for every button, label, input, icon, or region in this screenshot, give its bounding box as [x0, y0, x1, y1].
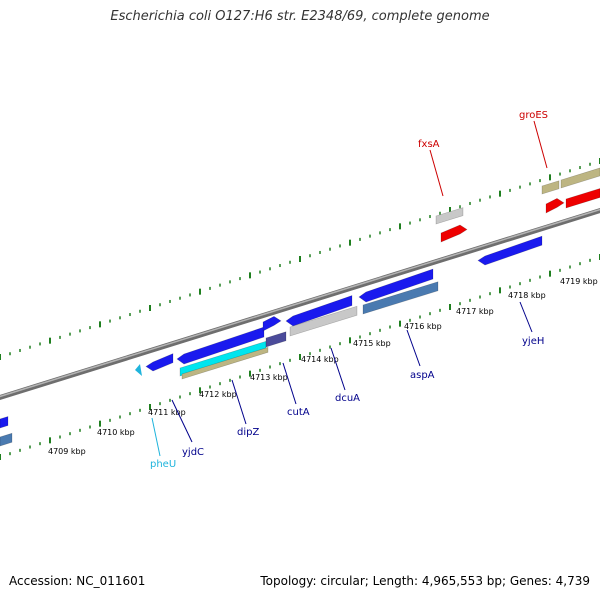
scale-label-4716: 4716 kbp: [404, 322, 442, 331]
gene-labels: pheU yjdC dipZ cutA dcuA aspA yjeH fxsA …: [150, 110, 548, 470]
connector-yjdC: [171, 399, 193, 443]
gene-label-dipZ[interactable]: dipZ: [237, 427, 259, 438]
gene-block-yjeH: [477, 235, 543, 266]
gene-label-cutA[interactable]: cutA: [287, 407, 310, 418]
gene-label-dcuA[interactable]: dcuA: [335, 393, 360, 404]
gene-block-groEL: [565, 188, 600, 209]
backbone-line: [0, 207, 600, 401]
feature-tan-groES: [541, 180, 560, 195]
gene-label-pheU[interactable]: pheU: [150, 459, 176, 470]
gene-label-aspA[interactable]: aspA: [410, 370, 435, 381]
connector-dipZ: [231, 379, 247, 425]
scale-label-4717: 4717 kbp: [456, 307, 494, 316]
scale-label-4719: 4719 kbp: [560, 277, 598, 286]
genome-backbone: [0, 207, 600, 401]
scale-label-4711: 4711 kbp: [148, 408, 186, 417]
label-connectors: [151, 120, 548, 457]
gene-block-dcuA: [285, 295, 353, 327]
scale-label-4718: 4718 kbp: [508, 291, 546, 300]
scale-label-4713: 4713 kbp: [250, 373, 288, 382]
scale-label-4710: 4710 kbp: [97, 428, 135, 437]
feature-pheU: [135, 364, 142, 376]
genome-summary-label: Topology: circular; Length: 4,965,553 bp…: [260, 574, 590, 588]
scale-label-4709: 4709 kbp: [48, 447, 86, 456]
connector-dcuA: [330, 347, 346, 391]
connector-yjeH: [519, 301, 533, 333]
connector-aspA: [406, 329, 421, 367]
connector-fxsA: [429, 149, 444, 197]
feature-steel-aspA: [362, 281, 439, 315]
connector-pheU: [151, 417, 161, 457]
feature-gray-fxsA: [435, 207, 464, 225]
connector-cutA: [282, 362, 297, 405]
gene-block-cutA-top: [262, 316, 282, 332]
scale-labels: 4709 kbp 4710 kbp 4711 kbp 4712 kbp 4713…: [48, 277, 598, 456]
gene-block-left-edge: [0, 416, 9, 429]
backbone-highlight: [0, 208, 600, 398]
gene-block-groES: [545, 198, 565, 214]
feature-steel-left-edge: [0, 432, 13, 447]
accession-label: Accession: NC_011601: [9, 574, 146, 588]
connector-groES: [533, 120, 548, 169]
scale-label-4712: 4712 kbp: [199, 390, 237, 399]
gene-block-dipZ: [176, 326, 265, 365]
feature-tan-groEL: [560, 167, 600, 189]
gene-block-aspA: [358, 268, 434, 303]
feature-gray-dcuA: [289, 305, 358, 337]
gene-label-yjdC[interactable]: yjdC: [182, 447, 204, 458]
gene-label-groES[interactable]: groES: [519, 110, 548, 121]
gene-block-fxsA: [440, 224, 468, 243]
map-title: Escherichia coli O127:H6 str. E2348/69, …: [110, 9, 490, 24]
gene-label-yjeH[interactable]: yjeH: [522, 336, 544, 347]
feature-cutA-dark: [265, 331, 287, 348]
feature-tan-lower: [181, 346, 269, 380]
gene-block-yjdC: [145, 353, 174, 372]
gene-label-fxsA[interactable]: fxsA: [418, 139, 440, 150]
scale-ticks: [0, 158, 600, 460]
feature-tracks: [0, 167, 600, 447]
scale-label-4714: 4714 kbp: [301, 355, 339, 364]
scale-label-4715: 4715 kbp: [353, 339, 391, 348]
